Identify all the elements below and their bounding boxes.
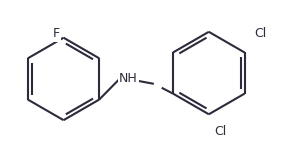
Text: Cl: Cl — [255, 27, 267, 40]
Text: NH: NH — [119, 72, 138, 85]
Text: Cl: Cl — [214, 125, 227, 138]
Text: F: F — [53, 27, 60, 40]
